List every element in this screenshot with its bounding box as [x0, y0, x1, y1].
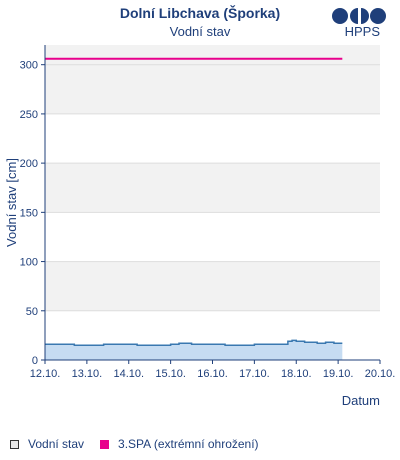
water-level-chart: 0 50 100 150 200 250 300 12.10. 13.10. 14.10. 15.1…: [4, 45, 396, 408]
chart-subtitle: Vodní stav: [169, 24, 231, 39]
y-tick-label: 300: [20, 60, 38, 72]
x-tick-label: 15.10.: [155, 368, 186, 380]
x-tick-label: 20.10.: [365, 368, 396, 380]
x-tick-label: 17.10.: [239, 368, 270, 380]
x-tick-label: 14.10.: [113, 368, 144, 380]
x-tick-label: 16.10.: [197, 368, 228, 380]
y-axis-label: Vodní stav [cm]: [4, 158, 19, 247]
grid-band: [45, 261, 380, 311]
legend: Vodní stav 3.SPA (extrémní ohrožení): [10, 437, 275, 451]
y-tick-label: 250: [20, 109, 38, 121]
water-level-area: [45, 340, 343, 360]
y-tick-label: 150: [20, 207, 38, 219]
legend-item-water-level: Vodní stav: [10, 437, 84, 451]
logo-text: HPPS: [344, 24, 380, 39]
hpps-logo-icon: [332, 8, 386, 24]
y-tick-label: 100: [20, 257, 38, 269]
legend-swatch-spa3: [100, 439, 110, 449]
grid-band: [45, 64, 380, 114]
y-tick-label: 50: [26, 306, 38, 318]
y-tick-label: 200: [20, 158, 38, 170]
grid-band: [45, 45, 380, 65]
legend-label-water-level: Vodní stav: [28, 437, 85, 451]
y-tick-label: 0: [32, 355, 38, 367]
legend-swatch-water-level: [10, 439, 19, 449]
x-tick-label: 13.10.: [72, 368, 103, 380]
x-tick-label: 12.10.: [30, 368, 61, 380]
legend-label-spa3: 3.SPA (extrémní ohrožení): [118, 437, 259, 451]
x-tick-label: 18.10.: [281, 368, 312, 380]
water-level-line: [45, 339, 343, 346]
x-tick-label: 19.10.: [323, 368, 354, 380]
legend-item-spa3: 3.SPA (extrémní ohrožení): [100, 437, 259, 451]
x-axis-label: Datum: [342, 393, 380, 408]
grid-band: [45, 163, 380, 213]
chart-title: Dolní Libchava (Šporka): [119, 5, 281, 21]
